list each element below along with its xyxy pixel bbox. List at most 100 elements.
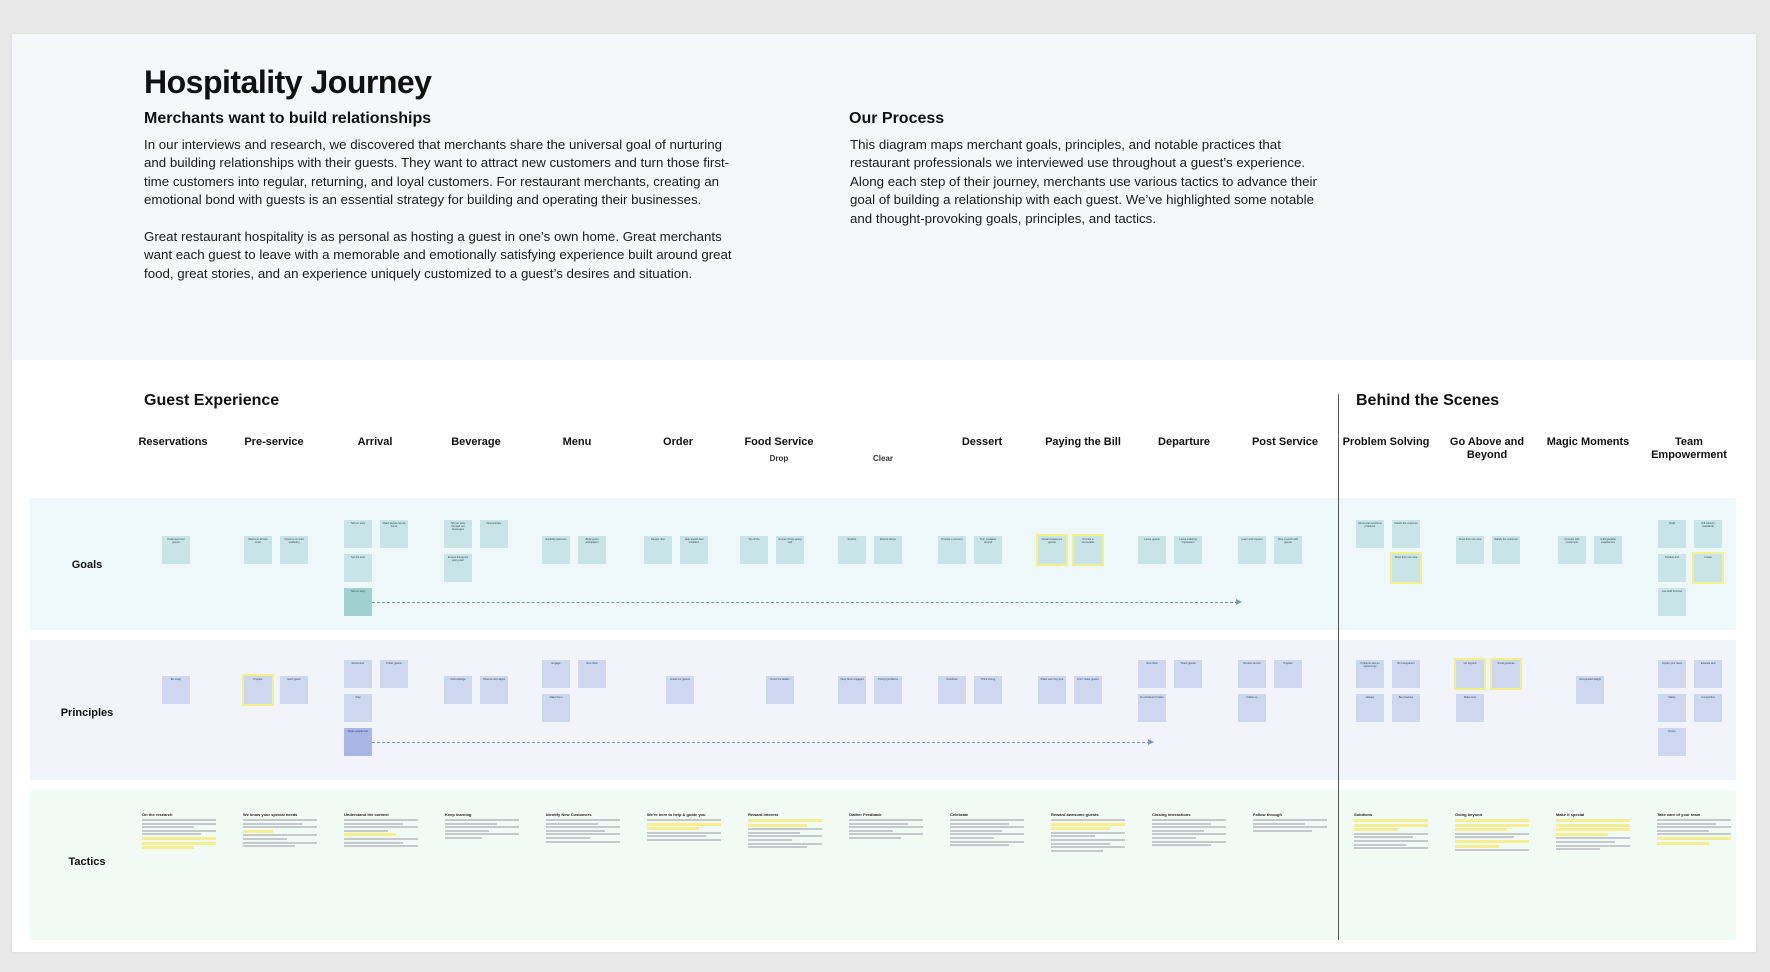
goal-sticky[interactable]: Tell industry standards — [1694, 520, 1722, 548]
tactic-heading: Make it special — [1556, 812, 1585, 817]
tactic-note[interactable]: On the research — [142, 812, 216, 851]
principle-sticky[interactable]: Be transparent — [1392, 660, 1420, 688]
tactic-heading: Understand the context — [344, 812, 389, 817]
goal-sticky[interactable]: Build — [1658, 520, 1686, 548]
tactic-note[interactable]: Solutions — [1354, 812, 1428, 851]
principle-sticky[interactable]: Do whatever it takes — [1138, 694, 1166, 722]
principle-sticky[interactable]: Know the details — [766, 676, 794, 704]
tactic-note[interactable]: Going beyond — [1455, 812, 1529, 853]
goal-sticky-highlighted[interactable]: Show them we care — [1390, 552, 1422, 584]
goal-sticky[interactable]: Deeper dive — [644, 536, 672, 564]
goal-sticky[interactable]: Low staff turnover — [1658, 588, 1686, 616]
principle-sticky[interactable]: Guide our guests — [666, 676, 694, 704]
principle-sticky[interactable]: Follow up — [1238, 694, 1266, 722]
goal-sticky[interactable]: Satisfy the customer — [1392, 520, 1420, 548]
principle-sticky-start[interactable]: Make people feel — [344, 728, 372, 756]
right-heading: Our Process — [849, 110, 945, 127]
principle-sticky[interactable]: Stay — [344, 694, 372, 722]
principle-sticky[interactable]: Observe and adjust — [480, 676, 508, 704]
principle-sticky-highlighted[interactable]: Go beyond — [1454, 658, 1486, 690]
principle-sticky[interactable]: Engage — [542, 660, 570, 688]
principle-sticky[interactable]: Define — [1658, 728, 1686, 756]
goal-sticky[interactable]: Realize — [838, 536, 866, 564]
goal-sticky[interactable]: Set the tone — [344, 554, 372, 582]
goal-sticky[interactable]: Ensure things going well — [776, 536, 804, 564]
tactic-note[interactable]: Keep learning — [445, 812, 519, 841]
col-go-above-and-beyond: Go Above and Beyond — [1449, 436, 1525, 461]
principle-sticky[interactable]: Prefer guests — [380, 660, 408, 688]
principle-sticky[interactable]: Remember — [344, 660, 372, 688]
principle-sticky[interactable]: Problems are an opportunity — [1356, 660, 1384, 688]
principle-sticky[interactable]: Don't make guests — [1074, 676, 1102, 704]
principle-sticky[interactable]: Competitive — [1694, 694, 1722, 722]
principle-sticky[interactable]: Thank guests — [1174, 660, 1202, 688]
principle-sticky[interactable]: Give them — [578, 660, 606, 688]
goal-sticky[interactable]: Demonstrate — [480, 520, 508, 548]
tactic-note[interactable]: Reward awesome guests — [1051, 812, 1125, 853]
goal-sticky[interactable]: Connect with customers — [1558, 536, 1586, 564]
principle-sticky[interactable]: Inspire your team — [1658, 660, 1686, 688]
goal-sticky-highlighted[interactable]: Provide a memorable — [1072, 534, 1104, 566]
goal-sticky[interactable]: Tell our story — [344, 520, 372, 548]
tactic-note[interactable]: Make it special — [1556, 812, 1630, 852]
goal-sticky[interactable]: Ensure things are going well — [444, 554, 472, 582]
goal-sticky-highlighted[interactable]: Reward awesome guests — [1036, 534, 1068, 566]
principle-sticky[interactable]: Celebrate — [938, 676, 966, 704]
tactic-note[interactable]: Understand the context — [344, 812, 418, 849]
principle-sticky[interactable]: Make sure they see — [1038, 676, 1066, 704]
goal-sticky[interactable]: Turn mistakes around — [974, 536, 1002, 564]
goal-sticky[interactable]: Ensure things — [874, 536, 902, 564]
behind-the-scenes-title: Behind the Scenes — [1356, 392, 1500, 409]
principle-sticky[interactable]: Make sure — [1456, 694, 1484, 722]
goal-sticky[interactable]: Product and — [1658, 554, 1686, 582]
principle-sticky[interactable]: Prepare — [1274, 660, 1302, 688]
goal-sticky[interactable]: Tie off the — [740, 536, 768, 564]
tactic-note[interactable]: Closing interactions — [1152, 812, 1226, 848]
principle-sticky[interactable]: Be ready — [162, 676, 190, 704]
goal-sticky[interactable]: Leave guests — [1138, 536, 1166, 564]
goal-sticky[interactable]: Build guest anticipation — [578, 536, 606, 564]
goal-sticky-start[interactable]: Tell our story — [344, 588, 372, 616]
goal-sticky[interactable]: Welcome all who enter — [244, 536, 272, 564]
principle-sticky[interactable]: Be proactive — [1392, 694, 1420, 722]
goal-sticky[interactable]: Understand our guests — [162, 536, 190, 564]
principle-sticky[interactable]: Unexpected delight — [1576, 676, 1604, 704]
goal-sticky[interactable]: Leave a lasting impression — [1174, 536, 1202, 564]
goal-sticky[interactable]: Learn and improve — [1238, 536, 1266, 564]
goal-sticky[interactable]: Stay in touch with guests — [1274, 536, 1302, 564]
principle-sticky[interactable]: Keep them engaged — [838, 676, 866, 704]
tactic-note[interactable]: Reward interest — [748, 812, 822, 850]
goal-sticky[interactable]: Help guests feel confident — [680, 536, 708, 564]
goal-sticky[interactable]: Tell our story through our beverages — [444, 520, 472, 548]
row-label-tactics: Tactics — [68, 856, 106, 868]
principle-sticky[interactable]: Educate and — [1694, 660, 1722, 688]
principle-sticky-highlighted[interactable]: Prepare — [242, 674, 274, 706]
goal-sticky[interactable]: Check in on their wellbeing — [280, 536, 308, 564]
goal-sticky-highlighted[interactable]: Create — [1692, 552, 1724, 584]
tactic-note[interactable]: Identify New Customers — [546, 812, 620, 844]
principle-sticky[interactable]: Prompt problems — [874, 676, 902, 704]
goal-sticky[interactable]: Show them we care — [1456, 536, 1484, 564]
tactic-note[interactable]: We're here to help & guide you — [647, 812, 721, 843]
principle-sticky[interactable]: Review service — [1238, 660, 1266, 688]
tactic-note[interactable]: Take care of your team — [1657, 812, 1731, 846]
goal-sticky[interactable]: Explicitly welcome — [542, 536, 570, 564]
goal-sticky[interactable]: Make people feel at home — [380, 520, 408, 548]
principle-sticky[interactable]: Think strong — [974, 676, 1002, 704]
goal-sticky[interactable]: Satisfy the customer — [1492, 536, 1520, 564]
principle-sticky[interactable]: Each guest — [280, 676, 308, 704]
tactic-note[interactable]: We know your special needs — [243, 812, 317, 849]
principle-sticky[interactable]: Safety — [1658, 694, 1686, 722]
goal-sticky[interactable]: Unforgettable experiences — [1594, 536, 1622, 564]
tactic-note[interactable]: Celebrate — [950, 812, 1024, 848]
principle-sticky[interactable]: Always — [1356, 694, 1384, 722]
intro-panel: Hospitality Journey Merchants want to bu… — [12, 34, 1756, 360]
principle-sticky-highlighted[interactable]: Small gestures — [1490, 658, 1522, 690]
tactic-note[interactable]: Gather Feedback — [849, 812, 923, 841]
principle-sticky[interactable]: Acknowledge — [444, 676, 472, 704]
principle-sticky[interactable]: Give them — [1138, 660, 1166, 688]
principle-sticky[interactable]: Make them — [542, 694, 570, 722]
tactic-note[interactable]: Follow through — [1253, 812, 1327, 833]
goal-sticky[interactable]: Serve and overcome problems — [1356, 520, 1384, 548]
goal-sticky[interactable]: Provide a moment — [938, 536, 966, 564]
